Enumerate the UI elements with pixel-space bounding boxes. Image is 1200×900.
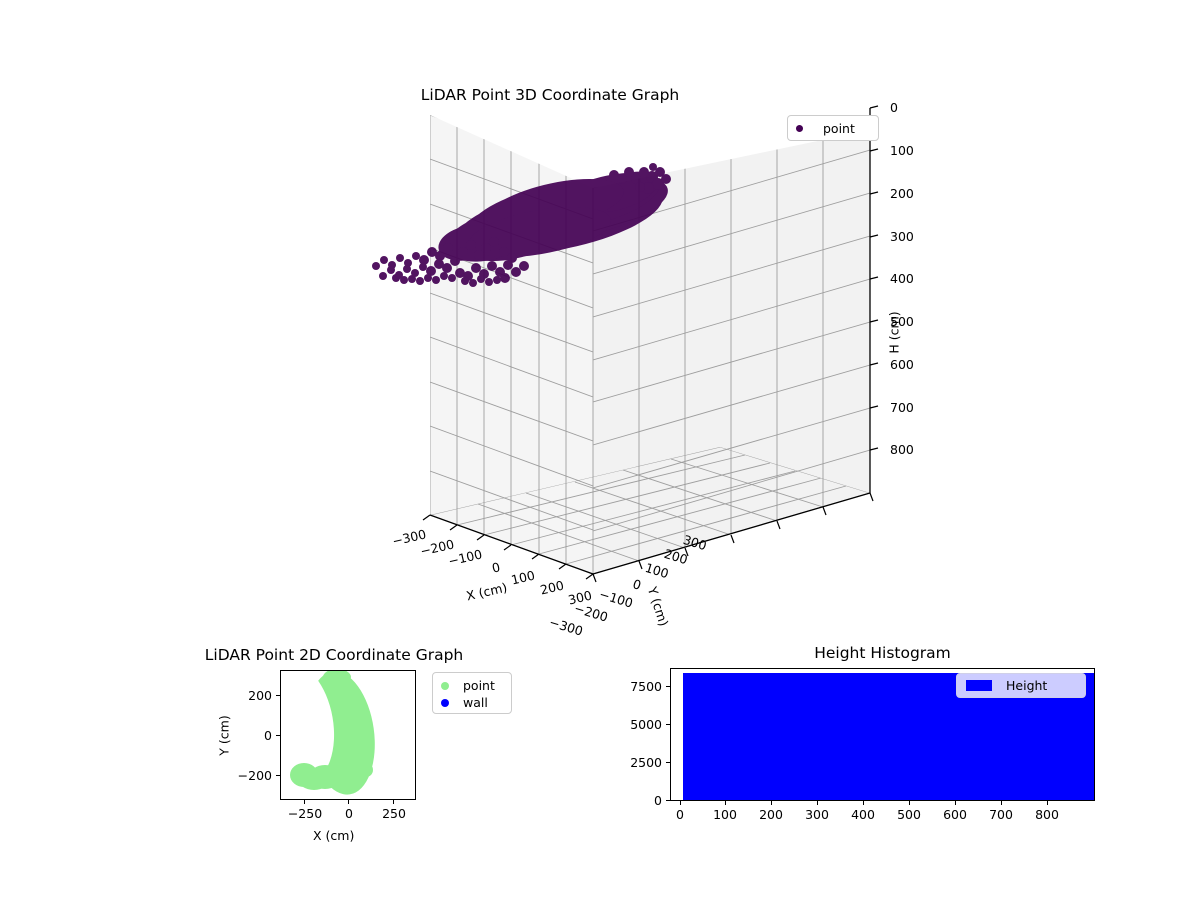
hist-xtick-300: 300 — [805, 807, 829, 822]
plot2d-xtick-250: 250 — [382, 806, 406, 821]
hist-xtick-mark-700 — [1001, 801, 1002, 805]
lidar-3d-plot-panel: LiDAR Point 3D Coordinate Graph — [300, 80, 920, 660]
plot3d-title: LiDAR Point 3D Coordinate Graph — [420, 86, 680, 104]
plot2d-ylabel: Y (cm) — [216, 715, 232, 756]
legend-entry-point[interactable]: point — [441, 677, 511, 694]
hist-ytick-2500: 2500 — [630, 755, 662, 770]
plot2d-ytick-mark-200 — [276, 695, 280, 696]
hist-ytick-mark-5000 — [666, 724, 670, 725]
legend-label-point: point — [463, 678, 495, 693]
plot3d-y-ticks — [592, 492, 874, 583]
plot3d-ztick-500: 500 — [890, 314, 914, 329]
plot3d-ztick-200: 200 — [890, 186, 914, 201]
plot2d-title: LiDAR Point 2D Coordinate Graph — [204, 646, 464, 664]
plot2d-ytick-0: 0 — [264, 728, 272, 743]
plot3d-legend[interactable]: point — [787, 115, 879, 141]
hist-xtick-mark-100 — [725, 801, 726, 805]
plot2d-ytick-m200: −200 — [237, 768, 272, 783]
hist-xtick-mark-0 — [680, 801, 681, 805]
plot3d-ztick-800: 800 — [890, 442, 914, 457]
plot3d-ztick-100: 100 — [890, 143, 914, 158]
plot2d-xtick-mark-0 — [348, 800, 349, 804]
plot3d-zlabel: H (cm) — [886, 311, 902, 354]
plot2d-point-cloud-canvas — [281, 671, 415, 799]
legend-marker-point — [796, 124, 803, 132]
hist-ytick-mark-2500 — [666, 762, 670, 763]
hist-xtick-mark-200 — [771, 801, 772, 805]
plot3d-ztick-300: 300 — [890, 229, 914, 244]
plot3d-ztick-700: 700 — [890, 400, 914, 415]
hist-xtick-400: 400 — [851, 807, 875, 822]
legend-marker-point — [441, 681, 449, 690]
hist-ytick-mark-0 — [666, 800, 670, 801]
hist-xtick-600: 600 — [943, 807, 967, 822]
plot2d-xtick-mark-m250 — [304, 800, 305, 804]
hist-xtick-800: 800 — [1035, 807, 1059, 822]
plot2d-legend[interactable]: point wall — [432, 672, 512, 714]
legend-entry-wall[interactable]: wall — [441, 694, 511, 711]
plot2d-ytick-mark-m200 — [276, 775, 280, 776]
plot3d-point-cloud — [372, 163, 671, 287]
plot3d-z-ticks — [869, 105, 879, 451]
plot3d-ztick-0: 0 — [890, 100, 898, 115]
plot2d-xtick-mark-250 — [393, 800, 394, 804]
plot2d-ytick-mark-0 — [276, 735, 280, 736]
histogram-legend[interactable]: Height — [956, 673, 1086, 698]
lidar-2d-plot-panel: LiDAR Point 2D Coordinate Graph — [180, 640, 540, 870]
plot3d-axes-canvas — [372, 105, 879, 583]
hist-xtick-700: 700 — [989, 807, 1013, 822]
legend-label-point: point — [823, 120, 855, 136]
legend-marker-wall — [441, 698, 449, 707]
hist-ytick-7500: 7500 — [630, 679, 662, 694]
hist-xtick-mark-800 — [1047, 801, 1048, 805]
plot2d-xtick-0: 0 — [345, 806, 353, 821]
plot3d-ztick-600: 600 — [890, 357, 914, 372]
hist-xtick-mark-600 — [955, 801, 956, 805]
hist-xtick-100: 100 — [713, 807, 737, 822]
plot2d-axes — [280, 670, 416, 800]
plot2d-ytick-200: 200 — [248, 688, 272, 703]
hist-ytick-0: 0 — [654, 793, 662, 808]
plot2d-xlabel: X (cm) — [313, 828, 355, 843]
hist-xtick-200: 200 — [759, 807, 783, 822]
histogram-title: Height Histogram — [814, 644, 951, 662]
hist-ytick-mark-7500 — [666, 686, 670, 687]
height-histogram-panel: Height Histogram Height 0 2500 5000 7500… — [620, 640, 1180, 870]
plot3d-ztick-400: 400 — [890, 271, 914, 286]
hist-xtick-500: 500 — [897, 807, 921, 822]
plot3d-x-ticks — [422, 514, 594, 580]
plot2d-xtick-m250: −250 — [287, 806, 323, 821]
legend-label-wall: wall — [463, 695, 488, 710]
legend-swatch-height — [966, 680, 992, 691]
hist-xtick-0: 0 — [676, 807, 684, 822]
hist-xtick-mark-400 — [863, 801, 864, 805]
hist-ytick-5000: 5000 — [630, 717, 662, 732]
hist-xtick-mark-500 — [909, 801, 910, 805]
legend-label-height: Height — [1006, 678, 1048, 693]
hist-xtick-mark-300 — [817, 801, 818, 805]
